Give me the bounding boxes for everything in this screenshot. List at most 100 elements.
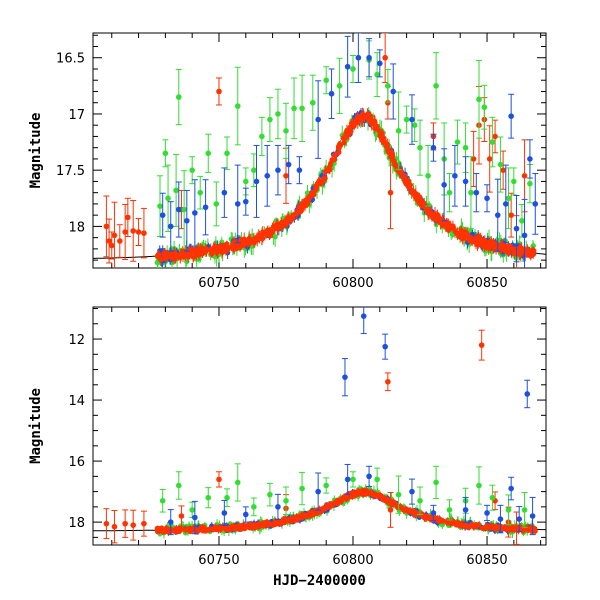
data-point [374,476,380,483]
data-point [368,489,374,495]
data-point [224,525,230,531]
data-point [442,223,448,229]
data-point [458,230,465,236]
data-point [203,248,210,254]
data-point [390,500,396,506]
x-tick-label: 60800 [332,276,373,291]
data-point [172,527,178,533]
data-point [420,203,426,209]
data-point [316,178,322,184]
data-point [315,116,321,123]
data-point [255,523,261,530]
data-point [446,507,453,513]
data-point [516,516,522,522]
data-point [267,491,273,498]
x-tick-label: 60850 [466,553,507,568]
data-point [299,485,305,492]
data-point [122,520,128,527]
data-point [175,206,182,213]
data-point [135,229,142,235]
data-point [275,111,281,117]
data-point [259,133,265,140]
data-point [482,238,488,244]
data-point [240,241,246,247]
data-point [470,156,477,162]
data-point [327,167,333,173]
data-point [382,497,388,503]
data-point [385,83,391,89]
data-point [412,512,418,518]
data-point [476,482,482,489]
data-point [228,244,234,250]
data-point [178,513,185,519]
data-point [197,189,204,196]
data-point [489,494,496,501]
data-point [283,172,289,179]
data-point [234,103,241,109]
data-point [175,94,182,100]
plot-frame [92,306,547,546]
panel-bottom: 60750 60800 60850 12 14 16 18 Magnitude HJD−2400… [28,306,547,589]
data-point [221,510,228,516]
data-point [421,514,427,520]
data-point [202,204,209,211]
data-point [162,253,168,259]
data-point [285,161,292,168]
data-point [462,230,468,236]
data-point [530,247,536,253]
data-point [521,232,528,239]
data-point [178,254,184,260]
data-point [498,245,504,251]
data-point [385,141,391,147]
data-point [323,77,330,84]
data-point [173,187,179,194]
data-point [371,492,377,498]
data-point [462,507,469,513]
data-point [395,128,402,134]
data-point [343,134,349,140]
data-point [275,504,281,510]
data-point [299,105,305,112]
data-point [521,172,528,179]
data-point [163,526,169,532]
data-point [103,223,110,230]
data-point [519,217,525,224]
data-point [236,523,243,529]
data-point [169,250,175,256]
data-point [391,159,397,165]
data-point [390,88,397,95]
data-point [397,503,403,509]
data-point [360,313,367,319]
data-point [117,238,123,244]
data-point [355,54,362,61]
data-point [111,523,118,530]
data-point [346,126,353,132]
data-point [497,516,504,522]
data-point [256,233,263,240]
data-point [212,524,218,530]
data-point [362,113,368,119]
data-point [275,167,281,173]
data-point [473,521,479,528]
data-point [213,201,220,207]
data-point [224,494,230,501]
data-point [473,189,480,196]
data-point [478,342,485,348]
data-point [323,482,330,489]
plot-area [93,33,546,268]
data-point [342,374,348,380]
data-point [508,485,514,492]
data-point [242,178,249,185]
plot-frame [92,32,547,269]
data-point [430,144,437,151]
data-point [446,189,453,196]
data-point [505,195,512,202]
data-point [387,507,394,513]
data-point [511,178,517,185]
data-point [311,511,318,517]
data-point [395,167,401,173]
data-point [224,150,230,157]
data-point [296,203,302,210]
data-point [270,226,277,233]
data-point [216,88,222,95]
